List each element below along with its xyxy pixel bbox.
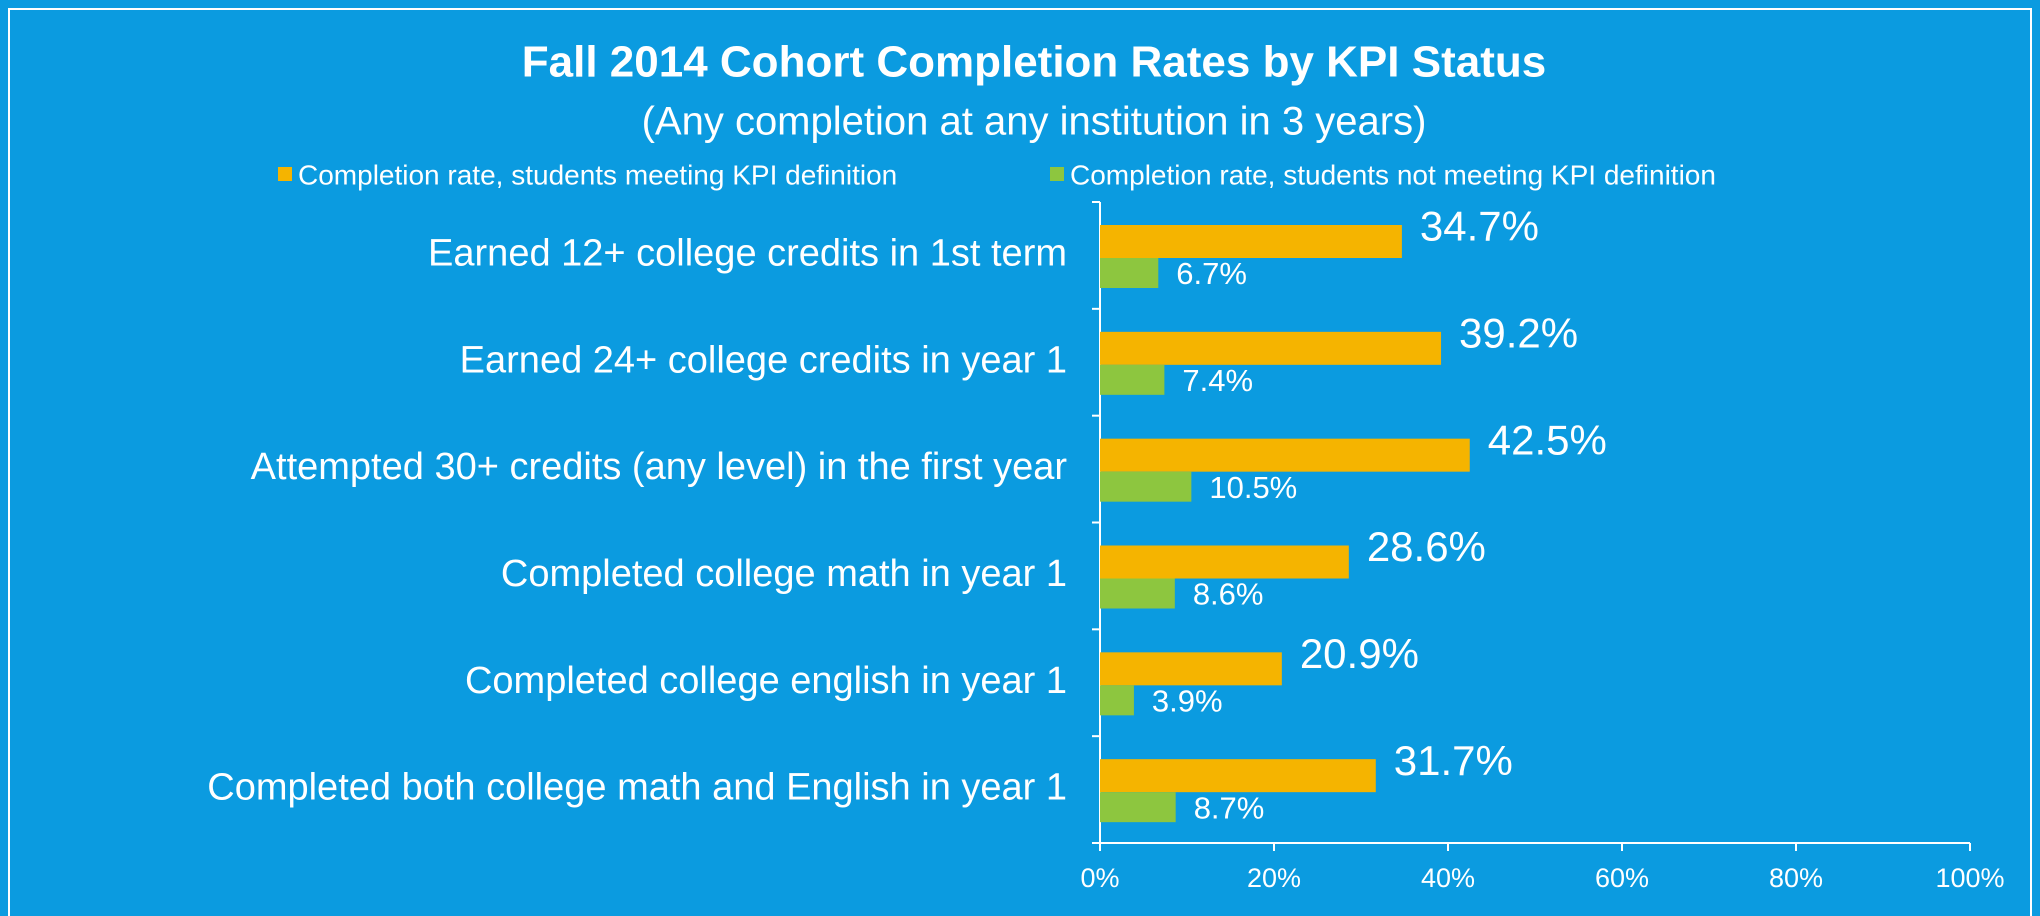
value-label: 28.6% [1367, 523, 1486, 570]
value-label: 20.9% [1300, 630, 1419, 677]
y-tick-label: Earned 12+ college credits in 1st term [428, 232, 1067, 274]
value-label: 8.6% [1193, 577, 1264, 612]
x-tick-label: 60% [1595, 863, 1649, 893]
x-tick-label: 0% [1080, 863, 1119, 893]
value-label: 10.5% [1209, 470, 1297, 505]
value-label: 34.7% [1420, 203, 1539, 250]
bar [1100, 792, 1176, 823]
legend-label: Completion rate, students not meeting KP… [1070, 159, 1716, 190]
x-tick-label: 80% [1769, 863, 1823, 893]
bar [1100, 471, 1192, 502]
value-label: 6.7% [1176, 256, 1247, 291]
legend-label: Completion rate, students meeting KPI de… [298, 159, 897, 190]
value-label: 3.9% [1152, 684, 1223, 719]
bar [1100, 225, 1402, 258]
chart-title: Fall 2014 Cohort Completion Rates by KPI… [522, 38, 1546, 87]
bar [1100, 438, 1470, 472]
y-tick-label: Earned 24+ college credits in year 1 [460, 339, 1067, 381]
x-tick-label: 40% [1421, 863, 1475, 893]
y-tick-label: Completed both college math and English … [207, 767, 1067, 809]
value-label: 39.2% [1459, 309, 1578, 356]
value-label: 31.7% [1394, 737, 1513, 784]
y-tick-label: Completed college math in year 1 [501, 553, 1067, 595]
legend-swatch [278, 167, 292, 181]
y-tick-label: Completed college english in year 1 [465, 660, 1067, 702]
value-label: 8.7% [1194, 790, 1265, 825]
legend-swatch [1050, 167, 1064, 181]
x-tick-label: 20% [1247, 863, 1301, 893]
bar [1100, 685, 1134, 716]
bar [1100, 759, 1376, 793]
bar [1100, 578, 1175, 609]
value-label: 7.4% [1182, 363, 1253, 398]
bar [1100, 258, 1159, 288]
bar [1100, 364, 1165, 395]
chart-subtitle: (Any completion at any institution in 3 … [642, 100, 1427, 144]
frame [8, 8, 2032, 916]
y-tick-label: Attempted 30+ credits (any level) in the… [251, 446, 1068, 488]
bar [1100, 545, 1349, 579]
bar [1100, 331, 1442, 365]
bar [1100, 652, 1282, 686]
x-tick-label: 100% [1935, 863, 2004, 893]
value-label: 42.5% [1488, 416, 1607, 463]
